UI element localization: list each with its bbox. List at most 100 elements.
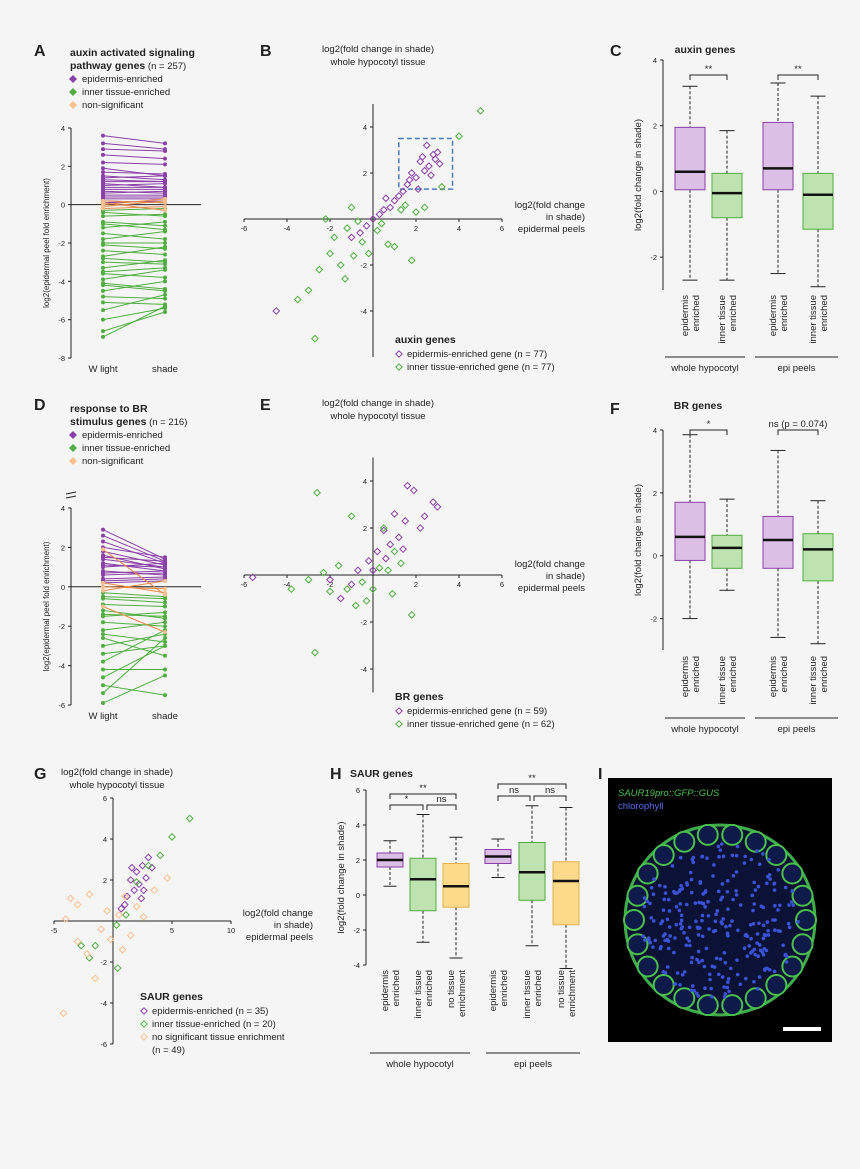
gene-point: [101, 555, 105, 560]
epidermal-cell: [721, 994, 744, 1017]
chlorophyll-dot: [766, 933, 771, 937]
chlorophyll-dot: [682, 930, 686, 935]
gene-line: [102, 301, 166, 305]
data-point: [130, 886, 139, 895]
gene-line: [102, 558, 166, 568]
gene-line: [102, 175, 166, 181]
y-tick-label: -2: [360, 261, 367, 270]
legend-marker: [69, 101, 77, 109]
chlorophyll-dot: [700, 934, 705, 939]
data-point: [144, 861, 153, 870]
gene-line: [102, 674, 166, 704]
data-point: [388, 589, 397, 598]
chlorophyll-dot: [715, 909, 720, 913]
data-point: [73, 937, 82, 946]
y-tick-label: -2: [650, 615, 657, 624]
chlorophyll-dot: [714, 912, 718, 917]
epidermal-cell: [696, 823, 719, 846]
data-point: [424, 162, 433, 171]
chlorophyll-dot: [735, 844, 740, 849]
chlorophyll-dot: [723, 992, 728, 996]
chlorophyll-dot: [700, 913, 705, 918]
x-tick-label: 6: [500, 224, 504, 233]
x-category-label: W light: [88, 711, 117, 722]
data-point: [321, 215, 330, 223]
data-point: [120, 900, 129, 909]
gene-point: [163, 156, 167, 161]
data-point: [390, 196, 399, 205]
data-point: [106, 935, 115, 944]
gene-line: [102, 529, 166, 560]
gene-line: [102, 576, 166, 580]
chlorophyll-dot: [708, 972, 712, 977]
significance-label: **: [419, 783, 427, 794]
chlorophyll-dot: [703, 905, 707, 909]
chlorophyll-dot: [745, 954, 750, 958]
gene-line: [102, 596, 166, 600]
chlorophyll-dot: [761, 852, 765, 856]
data-point: [437, 182, 446, 191]
gene-line: [102, 296, 166, 300]
legend-label: inner tissue-enriched: [82, 443, 170, 454]
gene-line: [102, 267, 166, 273]
legend-marker: [69, 457, 77, 465]
gene-point: [163, 173, 167, 178]
gene-point: [101, 675, 105, 680]
epidermal-cell: [765, 973, 788, 996]
chlorophyll-dot: [708, 977, 712, 982]
data-point: [336, 261, 345, 269]
chlorophyll-dot: [689, 988, 694, 993]
gene-point: [101, 612, 105, 617]
chlorophyll-dot: [750, 893, 755, 898]
chlorophyll-dot: [689, 890, 694, 895]
gene-line: [102, 213, 166, 217]
chlorophyll-dot: [756, 884, 761, 889]
data-point: [414, 185, 423, 194]
y-tick-label: 4: [356, 821, 360, 830]
data-point: [427, 171, 435, 180]
x-category-label: epidermisenriched: [380, 970, 402, 1011]
panel-a-title-line: auxin activated signaling: [70, 47, 195, 59]
gene-point: [163, 600, 167, 605]
category-line: enriched: [691, 656, 702, 692]
y-tick-label: -2: [353, 926, 360, 935]
chlorophyll-dot: [672, 889, 676, 894]
gene-point: [101, 683, 105, 688]
epidermal-cell: [781, 862, 804, 885]
panel-label-g: G: [34, 766, 46, 783]
gene-point: [163, 673, 167, 678]
gene-point: [101, 225, 105, 230]
data-point: [139, 886, 148, 895]
data-point: [420, 512, 429, 521]
box: [674, 126, 706, 191]
panel-c-title: auxin genes: [675, 44, 736, 56]
chlorophyll-dot: [752, 947, 757, 952]
data-point: [336, 594, 345, 603]
chlorophyll-dot: [679, 926, 684, 931]
x-category-label: epidermisenriched: [488, 970, 510, 1011]
data-point: [85, 890, 94, 899]
gene-line: [102, 633, 166, 647]
gene-point: [101, 636, 105, 641]
chlorophyll-dot: [767, 967, 772, 972]
x-category-label: epidermisenriched: [768, 656, 790, 697]
chlorophyll-dot: [747, 944, 751, 948]
category-line: inner tissue: [413, 970, 424, 1019]
chlorophyll-dot: [680, 972, 685, 977]
gene-line: [102, 269, 166, 280]
significance-bracket: [777, 74, 819, 80]
category-line: enriched: [533, 970, 544, 1006]
data-point: [397, 559, 405, 568]
chlorophyll-dot: [738, 982, 743, 987]
chlorophyll-dot: [674, 904, 679, 909]
gene-point: [163, 196, 167, 201]
panel-label-d: D: [34, 397, 46, 414]
chlorophyll-dot: [705, 856, 709, 860]
chlorophyll-dot: [766, 874, 770, 879]
chlorophyll-dot: [711, 874, 715, 878]
chlorophyll-dot: [666, 897, 671, 902]
y-tick-label: -4: [353, 961, 360, 970]
chlorophyll-dot: [776, 929, 781, 933]
data-point: [401, 517, 410, 525]
gene-point: [101, 701, 105, 706]
